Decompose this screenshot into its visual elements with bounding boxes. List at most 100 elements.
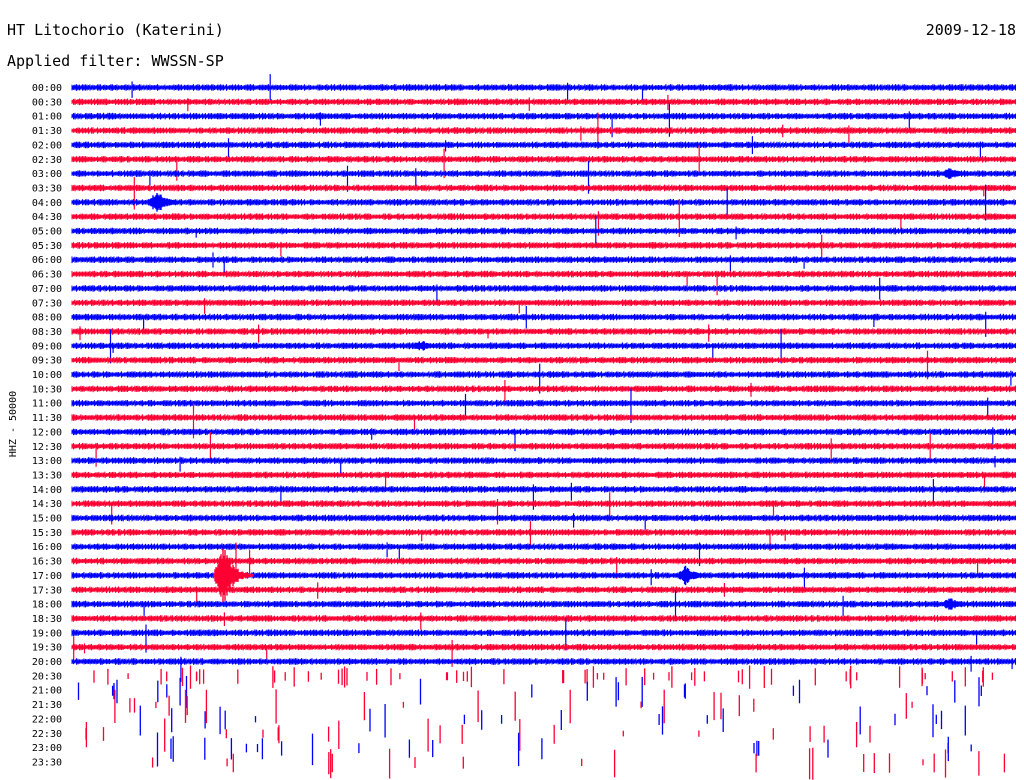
trace-line	[71, 586, 1016, 594]
trace-line	[71, 485, 1016, 493]
tick-label: 05:30	[32, 241, 62, 252]
event-burst	[147, 193, 188, 212]
event-burst	[940, 168, 981, 179]
tick-label: 01:00	[32, 112, 62, 123]
trace-line	[71, 399, 1016, 407]
trace-line	[71, 342, 1016, 350]
trace-line	[71, 127, 1016, 134]
trace-line	[71, 615, 1016, 622]
tick-label: 04:00	[32, 198, 62, 209]
trace-spikes	[149, 160, 590, 194]
trace-line	[71, 385, 1016, 393]
tick-label: 06:30	[32, 270, 62, 281]
trace-line	[71, 371, 1016, 378]
tick-label: 13:00	[32, 456, 62, 467]
trace-line	[71, 84, 1016, 91]
trace-spikes	[223, 612, 422, 630]
trace-line	[71, 284, 1016, 292]
trace-line	[71, 141, 1016, 149]
tick-label: 00:00	[32, 83, 62, 94]
trace-line	[71, 356, 1016, 364]
tick-label: 02:30	[32, 155, 62, 166]
trace-spikes	[151, 747, 1006, 780]
trace-spikes	[573, 513, 646, 530]
tick-label: 23:30	[32, 757, 62, 768]
tick-label: 13:30	[32, 470, 62, 481]
tick-label: 19:00	[32, 628, 62, 639]
y-axis-label: HHZ - 50000	[8, 391, 19, 457]
time-tick-labels: 00:00 00:30 01:00 01:30 02:00 02:30 03:00 03:30…	[32, 83, 62, 768]
trace-spikes	[139, 704, 966, 738]
tick-label: 00:30	[32, 97, 62, 108]
tick-label: 08:00	[32, 313, 62, 324]
tick-label: 22:30	[32, 729, 62, 740]
tick-label: 17:30	[32, 585, 62, 596]
tick-label: 16:00	[32, 542, 62, 553]
tick-label: 10:30	[32, 384, 62, 395]
trace-spikes	[212, 252, 805, 275]
trace-spikes	[686, 272, 718, 296]
seismogram-traces	[71, 74, 1016, 780]
trace-spikes	[580, 112, 850, 149]
tick-label: 20:00	[32, 657, 62, 668]
trace-line	[71, 198, 1016, 206]
chart-date: 2009-12-18	[926, 21, 1016, 39]
trace-line	[71, 600, 1016, 608]
tick-label: 09:00	[32, 341, 62, 352]
tick-label: 21:30	[32, 700, 62, 711]
trace-line	[71, 299, 1016, 307]
trace-line	[71, 112, 1016, 120]
trace-line	[71, 528, 1016, 536]
trace-spikes	[650, 567, 805, 589]
trace-line	[71, 313, 1016, 321]
tick-label: 07:00	[32, 284, 62, 295]
trace-spikes	[196, 582, 725, 605]
trace-line	[71, 241, 1016, 249]
tick-label: 21:00	[32, 686, 62, 697]
tick-label: 07:30	[32, 298, 62, 309]
trace-line	[71, 170, 1016, 178]
tick-label: 19:30	[32, 643, 62, 654]
tick-label: 09:30	[32, 356, 62, 367]
trace-spikes	[204, 298, 520, 314]
tick-label: 04:30	[32, 212, 62, 223]
trace-spikes	[114, 689, 913, 724]
tick-label: 18:00	[32, 600, 62, 611]
tick-label: 14:30	[32, 499, 62, 510]
trace-spikes	[109, 328, 782, 364]
tick-label: 23:00	[32, 743, 62, 754]
trace-spikes	[131, 74, 644, 102]
chart-subtitle: Applied filter: WWSSN-SP	[7, 52, 224, 70]
tick-label: 15:30	[32, 528, 62, 539]
trace-line	[71, 213, 1016, 221]
tick-label: 03:30	[32, 183, 62, 194]
tick-label: 17:00	[32, 571, 62, 582]
trace-spikes	[93, 665, 994, 689]
tick-label: 18:30	[32, 614, 62, 625]
trace-line	[71, 543, 1016, 551]
trace-line	[71, 328, 1016, 335]
trace-spikes	[187, 94, 669, 112]
trace-line	[71, 98, 1016, 106]
tick-label: 12:00	[32, 427, 62, 438]
trace-line	[71, 557, 1016, 565]
trace-line	[71, 658, 1016, 665]
trace-spikes	[79, 324, 710, 343]
tick-label: 11:30	[32, 413, 62, 424]
trace-spikes	[180, 655, 1013, 682]
trace-line	[71, 428, 1016, 436]
trace-line	[71, 184, 1016, 192]
tick-label: 10:00	[32, 370, 62, 381]
trace-line	[71, 414, 1016, 421]
trace-spikes	[77, 675, 982, 709]
trace-spikes	[73, 636, 453, 667]
trace-line	[71, 471, 1016, 479]
tick-label: 02:00	[32, 140, 62, 151]
trace-spikes	[235, 542, 979, 582]
tick-label: 06:00	[32, 255, 62, 266]
trace-spikes	[504, 380, 752, 403]
trace-spikes	[280, 234, 823, 261]
trace-line	[71, 442, 1016, 450]
trace-line	[71, 155, 1016, 163]
tick-label: 03:00	[32, 169, 62, 180]
